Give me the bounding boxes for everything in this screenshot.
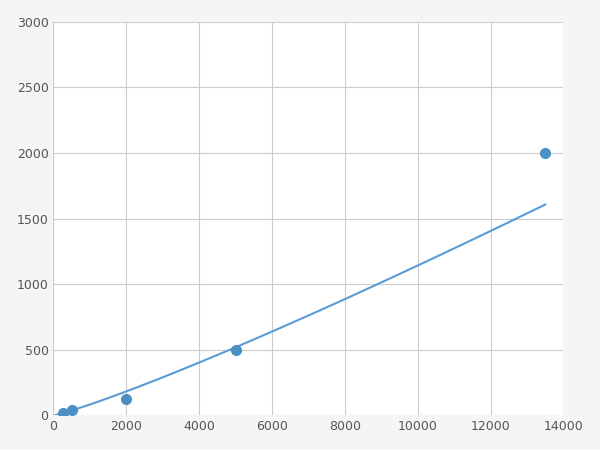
Point <box>231 346 241 353</box>
Point <box>541 149 550 157</box>
Point <box>121 396 131 403</box>
Point <box>67 407 76 414</box>
Point <box>58 409 67 416</box>
